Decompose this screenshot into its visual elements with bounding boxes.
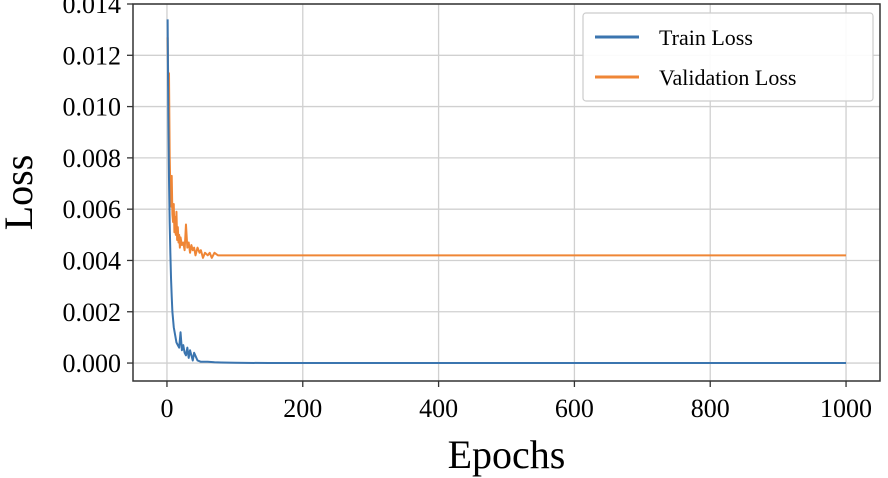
legend: Train Loss Validation Loss [582, 12, 874, 102]
x-tick-label: 400 [419, 394, 458, 423]
x-tick-label: 0 [160, 394, 173, 423]
x-axis-label: Epochs [448, 432, 566, 477]
x-tick-label: 1000 [820, 394, 872, 423]
legend-label-validation-loss: Validation Loss [659, 65, 797, 90]
series-line-validation-loss [166, 37, 847, 259]
y-tick-label: 0.008 [63, 144, 122, 173]
plot-frame [132, 3, 881, 382]
series-group [166, 19, 847, 365]
legend-box [582, 12, 874, 102]
x-tick-label: 200 [283, 394, 322, 423]
series-line-train-loss [166, 19, 847, 365]
y-axis-label: Loss [0, 155, 41, 231]
x-tick-label: 600 [555, 394, 594, 423]
y-tick-label: 0.000 [63, 349, 122, 378]
y-tick-label: 0.010 [63, 93, 122, 122]
x-tick-label: 800 [691, 394, 730, 423]
y-tick-label: 0.002 [63, 298, 122, 327]
y-tick-label: 0.006 [63, 195, 122, 224]
y-tick-label: 0.004 [63, 246, 122, 275]
y-tick-label: 0.012 [63, 41, 122, 70]
legend-label-train-loss: Train Loss [659, 25, 753, 50]
ticks: 0 200 400 600 800 1000 0.000 0.002 0.004 0.006 0.0… [63, 0, 873, 423]
y-tick-label: 0.014 [63, 0, 122, 19]
